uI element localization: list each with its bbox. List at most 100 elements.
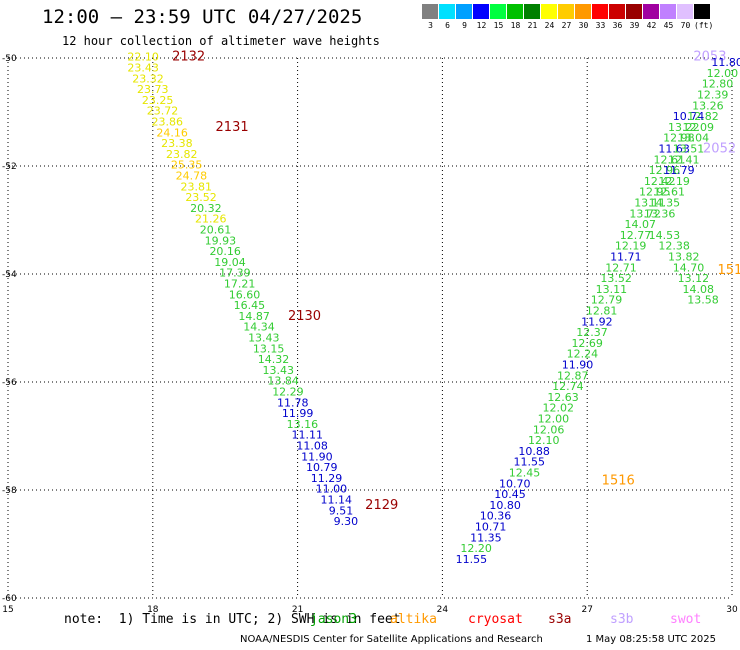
swh-value-label: 12.39: [697, 89, 729, 102]
color-scale-label: 30: [578, 21, 589, 30]
swh-value-label: 10.45: [494, 488, 526, 501]
swh-value-label: 25.35: [171, 159, 203, 172]
swh-value-label: 14.07: [625, 218, 657, 231]
color-swatch: [694, 4, 711, 19]
swh-value-label: 24.16: [156, 126, 188, 139]
swh-value-label: 11.55: [514, 456, 546, 469]
swh-value-label: 13.11: [634, 197, 666, 210]
chart-note: note: 1) Time is in UTC; 2) SWH is in fe…: [64, 612, 401, 627]
swh-value-label: 19.93: [205, 234, 237, 247]
swh-value-label: 11.79: [663, 164, 695, 177]
swh-value-label: 11.92: [581, 315, 613, 328]
swh-value-label: 23.72: [147, 105, 179, 118]
y-tick-label: -56: [2, 378, 17, 388]
color-swatch: [609, 4, 626, 19]
color-scale-label: 33: [595, 21, 606, 30]
swh-value-label: 11.99: [282, 407, 314, 420]
color-scale-label: 3: [428, 21, 433, 30]
color-swatch: [473, 4, 490, 19]
swh-value-label: 10.70: [499, 477, 531, 490]
swh-value-label: 12.96: [649, 164, 681, 177]
swh-value-label: 22.10: [127, 51, 159, 64]
swh-value-label: 12.63: [547, 391, 579, 404]
swh-value-label: 11.80: [711, 56, 740, 69]
color-swatch: [490, 4, 507, 19]
satellite-legend-jason3: jason3: [310, 612, 357, 627]
swh-value-label: 12.37: [576, 326, 608, 339]
swh-value-label: 13.15: [253, 342, 285, 355]
swh-value-label: 12.61: [654, 153, 686, 166]
swh-value-label: 13.52: [600, 272, 632, 285]
track-id-label: 1516: [602, 474, 635, 489]
swh-value-label: 12.87: [557, 369, 589, 382]
swh-value-label: 10.71: [475, 521, 507, 534]
swh-value-label: 13.11: [596, 283, 628, 296]
swh-value-label: 12.71: [605, 261, 637, 274]
y-tick-label: -54: [2, 270, 17, 280]
swh-value-label: 12.10: [528, 434, 560, 447]
swh-value-label: 20.16: [209, 245, 241, 258]
swh-value-label: 13.43: [248, 332, 280, 345]
swh-value-label: 13.82: [668, 251, 700, 264]
track-id-label: 2131: [216, 120, 249, 135]
swh-value-label: 12.02: [542, 402, 574, 415]
swh-value-label: 16.60: [229, 288, 261, 301]
color-swatch: [541, 4, 558, 19]
swh-value-label: 24.78: [176, 170, 208, 183]
color-swatch: [660, 4, 677, 19]
swh-value-label: 20.61: [200, 224, 232, 237]
swh-value-label: 11.35: [470, 531, 502, 544]
swh-value-label: 23.86: [152, 116, 184, 129]
swh-value-label: 12.45: [509, 467, 541, 480]
swh-value-label: 23.82: [166, 148, 198, 161]
swh-value-label: 13.84: [267, 375, 299, 388]
swh-value-label: 16.45: [234, 299, 266, 312]
swh-value-label: 13.72: [629, 207, 661, 220]
color-scale-label: 70: [680, 21, 691, 30]
color-scale-swatches: [422, 4, 711, 19]
color-swatch: [439, 4, 456, 19]
swh-value-label: 11.78: [277, 396, 309, 409]
swh-value-label: 13.16: [287, 418, 319, 431]
swh-value-label: 23.81: [180, 180, 212, 193]
y-tick-label: -52: [2, 162, 17, 172]
satellite-legend-cryosat: cryosat: [468, 612, 523, 627]
swh-value-label: 12.19: [615, 240, 647, 253]
track-id-label: 2130: [288, 309, 321, 324]
swh-value-label: 12.80: [702, 78, 734, 91]
swh-value-label: 11.08: [296, 440, 328, 453]
satellite-legend-s3b: s3b: [610, 612, 634, 627]
x-tick-label: 21: [292, 605, 303, 615]
swh-value-label: 13.12: [678, 272, 710, 285]
color-scale-legend: 3 6 9 12 15 18 21 24 27 30 33 36 39 42 45 70 (ft): [422, 4, 713, 30]
swh-value-label: 12.06: [533, 423, 565, 436]
swh-value-label: 23.73: [137, 83, 169, 96]
swh-value-label: 12.77: [620, 229, 652, 242]
color-swatch: [575, 4, 592, 19]
x-tick-label: 18: [147, 605, 159, 615]
swh-value-label: 21.26: [195, 213, 227, 226]
swh-value-label: 11.00: [316, 483, 348, 496]
color-swatch: [626, 4, 643, 19]
x-tick-label: 24: [437, 605, 449, 615]
swh-value-label: 11.71: [610, 251, 642, 264]
swh-value-label: 14.70: [673, 261, 705, 274]
x-tick-label: 27: [581, 605, 592, 615]
footer-timestamp: 1 May 08:25:58 UTC 2025: [586, 634, 716, 645]
swh-value-label: 12.00: [538, 413, 570, 426]
swh-value-label: 12.38: [658, 240, 690, 253]
color-scale-label: 6: [445, 21, 450, 30]
color-swatch: [643, 4, 660, 19]
swh-value-label: 10.88: [518, 445, 550, 458]
swh-value-label: 13.22: [668, 121, 700, 134]
chart-title: 12:00 — 23:59 UTC 04/27/2025: [42, 6, 363, 28]
swh-value-label: 14.87: [238, 310, 270, 323]
color-scale-label: 27: [561, 21, 572, 30]
swh-value-label: 12.98: [663, 132, 695, 145]
track-id-label: 2053: [693, 50, 726, 65]
color-swatch: [507, 4, 524, 19]
y-tick-label: -58: [2, 486, 17, 496]
swh-value-label: 14.08: [682, 283, 714, 296]
swh-value-label: 13.04: [678, 132, 710, 145]
